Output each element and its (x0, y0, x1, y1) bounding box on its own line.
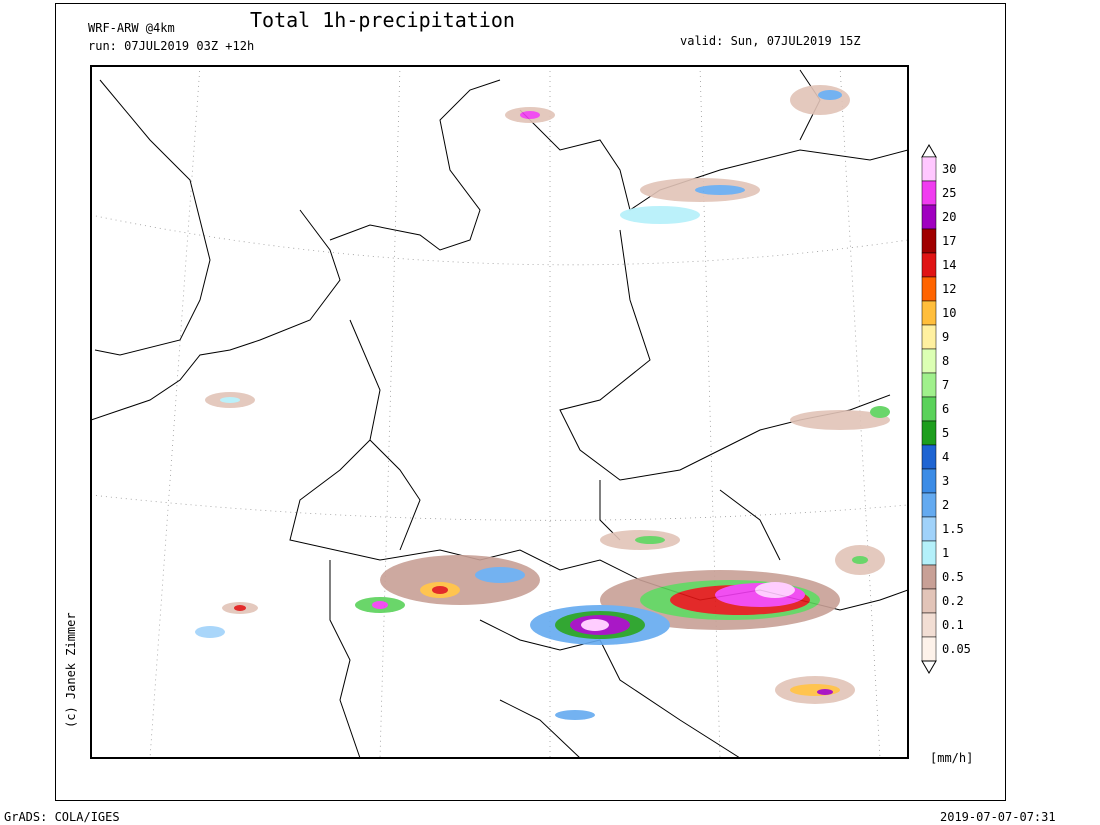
colorbar-label: 2 (942, 498, 949, 512)
colorbar-label: 17 (942, 234, 956, 248)
colorbar-label: 6 (942, 402, 949, 416)
colorbar-label: 30 (942, 162, 956, 176)
colorbar-label: 9 (942, 330, 949, 344)
footer-left: GrADS: COLA/IGES (4, 810, 120, 824)
colorbar-box (921, 444, 937, 470)
colorbar-box (921, 516, 937, 542)
colorbar-label: 25 (942, 186, 956, 200)
colorbar-label: 5 (942, 426, 949, 440)
colorbar-box (921, 396, 937, 422)
credit: (c) Janek Zimmer (64, 612, 78, 728)
colorbar-label: 20 (942, 210, 956, 224)
colorbar-box (921, 204, 937, 230)
valid-label: valid: Sun, 07JUL2019 15Z (680, 34, 861, 48)
colorbar-box (921, 180, 937, 206)
title: Total 1h-precipitation (250, 8, 515, 32)
colorbar-box (921, 564, 937, 590)
unit-label: [mm/h] (930, 751, 973, 765)
colorbar-label: 0.2 (942, 594, 964, 608)
colorbar-box (921, 348, 937, 374)
colorbar-label: 7 (942, 378, 949, 392)
colorbar-top-arrow (921, 144, 937, 158)
colorbar: 30 25 20 17 14 12 10 9 8 7 6 5 4 3 2 1.5 1 0.5 0.2 0.1 0.05 (921, 144, 971, 674)
colorbar-label: 0.1 (942, 618, 964, 632)
colorbar-label: 14 (942, 258, 956, 272)
footer-right: 2019-07-07-07:31 (940, 810, 1056, 824)
colorbar-label: 8 (942, 354, 949, 368)
colorbar-label: 4 (942, 450, 949, 464)
colorbar-box (921, 228, 937, 254)
colorbar-box (921, 468, 937, 494)
precipitation (195, 85, 890, 720)
colorbar-box (921, 324, 937, 350)
colorbar-box (921, 420, 937, 446)
colorbar-box (921, 540, 937, 566)
colorbar-label: 12 (942, 282, 956, 296)
map-frame (90, 65, 909, 759)
colorbar-label: 10 (942, 306, 956, 320)
run-label: run: 07JUL2019 03Z +12h (88, 39, 254, 53)
colorbar-box (921, 300, 937, 326)
colorbar-label: 0.5 (942, 570, 964, 584)
colorbar-label: 0.05 (942, 642, 971, 656)
map (91, 66, 908, 758)
colorbar-box (921, 372, 937, 398)
colorbar-box (921, 276, 937, 302)
outer-frame (55, 3, 1006, 801)
colorbar-bottom-arrow (921, 660, 937, 674)
colorbar-box (921, 492, 937, 518)
colorbar-label: 3 (942, 474, 949, 488)
model-label: WRF-ARW @4km (88, 21, 175, 35)
colorbar-label: 1 (942, 546, 949, 560)
colorbar-box (921, 156, 937, 182)
colorbar-label: 1.5 (942, 522, 964, 536)
colorbar-box (921, 612, 937, 638)
colorbar-box (921, 636, 937, 662)
colorbar-box (921, 588, 937, 614)
colorbar-box (921, 252, 937, 278)
